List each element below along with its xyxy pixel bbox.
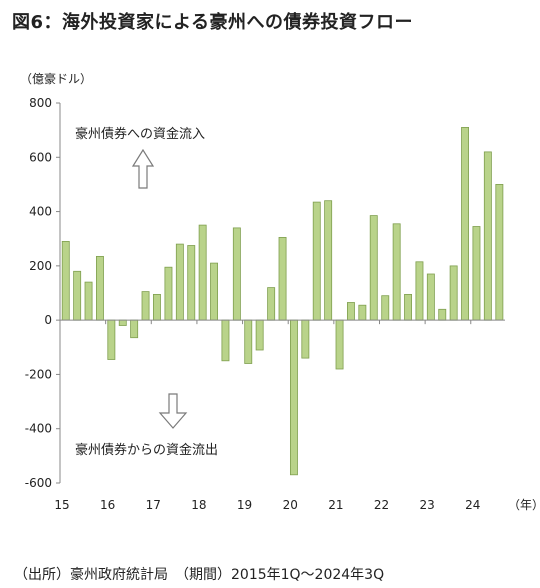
bar-2017Q3 <box>175 243 184 321</box>
axes-group <box>59 103 505 483</box>
bar-2020Q3 <box>312 201 321 321</box>
bar-2023Q3 <box>449 265 458 321</box>
x-tick-label: 21 <box>328 498 343 512</box>
bar-2016Q4 <box>141 291 150 321</box>
bar-2022Q3 <box>404 293 412 321</box>
bar-2017Q4 <box>187 245 196 321</box>
bar-2023Q1 <box>426 273 435 321</box>
annotation-inflow: 豪州債券への資金流入 <box>75 126 205 142</box>
bar-2015Q1 <box>61 240 70 321</box>
bar-2021Q4 <box>369 215 378 321</box>
annotation-outflow: 豪州債券からの資金流出 <box>75 442 218 458</box>
bar-2021Q1 <box>335 319 344 370</box>
bar-2015Q4 <box>96 255 104 321</box>
bar-2024Q2 <box>483 151 492 321</box>
x-ticks-group: 15 16 17 18 19 20 21 22 23 24 <box>54 320 480 512</box>
bar-2022Q2 <box>392 223 401 321</box>
x-tick-label: 24 <box>465 498 480 512</box>
bar-2015Q3 <box>84 281 93 321</box>
x-tick-label: 19 <box>237 498 252 512</box>
bar-2020Q2 <box>301 319 310 359</box>
bar-2019Q3 <box>267 287 276 321</box>
bar-2016Q2 <box>118 319 127 326</box>
bar-2019Q4 <box>278 236 287 321</box>
y-tick-label: 200 <box>29 259 52 273</box>
x-tick-label: 17 <box>146 498 161 512</box>
bar-2018Q2 <box>210 262 218 321</box>
bar-2018Q1 <box>198 224 207 321</box>
y-tick-label: -400 <box>25 422 52 436</box>
bar-2024Q3 <box>495 183 504 321</box>
bar-2021Q2 <box>346 302 355 321</box>
bar-2023Q4 <box>461 127 469 321</box>
x-axis-unit-label: （年） <box>508 498 540 512</box>
bars-group <box>61 127 504 476</box>
y-ticks-group: 800 600 400 200 0 -200 -400 -600 <box>25 96 60 490</box>
x-tick-label: 23 <box>419 498 434 512</box>
x-tick-label: 22 <box>374 498 389 512</box>
chart-title: 図6：海外投資家による豪州への債券投資フロー <box>12 12 413 33</box>
bar-2018Q4 <box>232 227 241 321</box>
down-arrow-icon <box>158 393 188 429</box>
source-note: （出所）豪州政府統計局 （期間）2015年1Q～2024年3Q <box>14 567 385 583</box>
bar-2017Q1 <box>152 293 161 321</box>
bar-2021Q3 <box>358 304 367 321</box>
bar-2015Q2 <box>73 270 82 321</box>
bar-2024Q1 <box>472 226 481 321</box>
y-tick-label: -600 <box>25 476 52 490</box>
y-tick-label: 400 <box>29 205 52 219</box>
bar-2023Q2 <box>438 308 447 321</box>
bar-2022Q1 <box>381 295 390 321</box>
bar-2019Q2 <box>255 319 264 351</box>
bar-2020Q4 <box>324 200 333 321</box>
up-arrow-icon <box>131 148 155 189</box>
bar-2020Q1 <box>289 319 298 476</box>
bar-2019Q1 <box>244 319 253 364</box>
y-tick-label: 800 <box>29 96 52 110</box>
y-tick-label: 0 <box>44 313 52 327</box>
bar-2017Q2 <box>164 266 173 321</box>
x-tick-label: 16 <box>100 498 115 512</box>
bar-2016Q1 <box>107 319 116 360</box>
x-tick-label: 15 <box>54 498 69 512</box>
y-tick-label: 600 <box>29 150 52 164</box>
bar-2016Q3 <box>130 319 139 339</box>
bar-2022Q4 <box>415 261 424 321</box>
y-tick-label: -200 <box>25 367 52 381</box>
x-tick-label: 20 <box>283 498 298 512</box>
y-axis-unit-label: （億豪ドル） <box>20 72 93 86</box>
bar-2018Q3 <box>221 319 230 362</box>
x-tick-label: 18 <box>191 498 206 512</box>
